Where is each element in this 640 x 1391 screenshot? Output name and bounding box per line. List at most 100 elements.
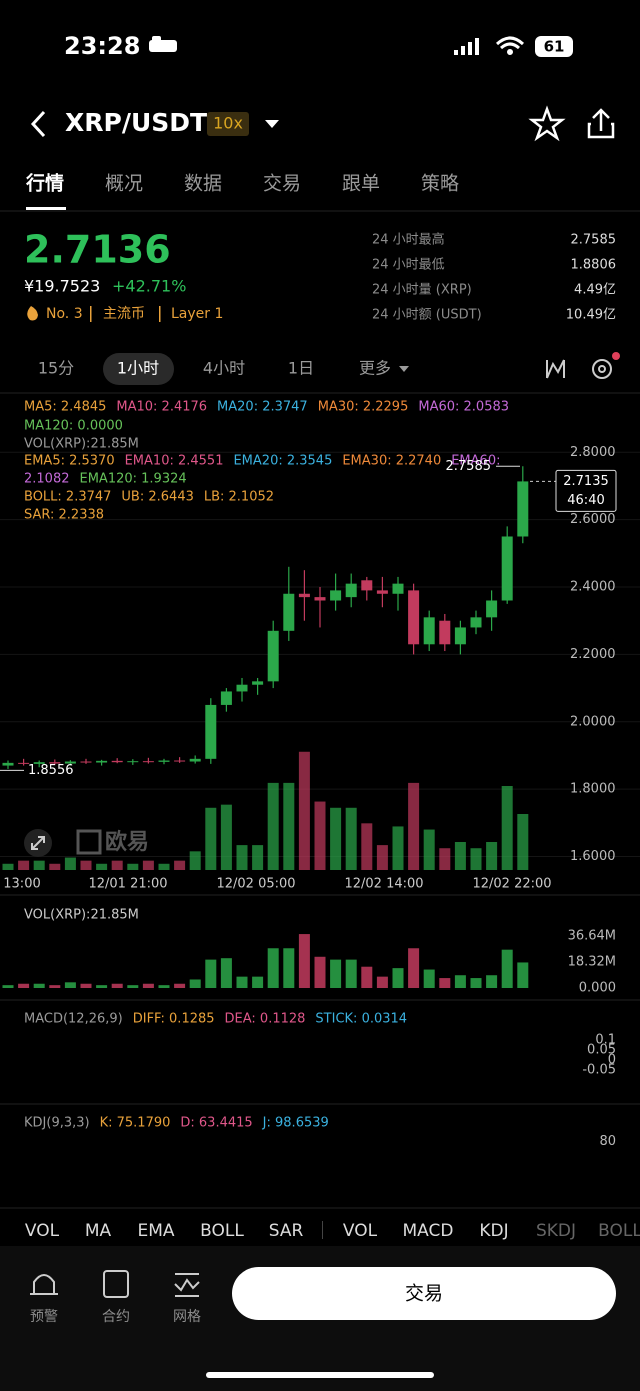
candle-body xyxy=(470,617,482,628)
indicator-value: EMA20: 2.3545 xyxy=(233,454,332,469)
countdown: 46:40 xyxy=(567,493,604,508)
volume-bar xyxy=(205,959,217,988)
more-dropdown[interactable] xyxy=(399,366,409,372)
indicator-tab[interactable]: EMA xyxy=(137,1221,174,1241)
volume-bar xyxy=(33,983,45,988)
indicator-tab[interactable]: KDJ xyxy=(479,1221,508,1241)
volume-bar xyxy=(314,801,326,870)
contract-icon[interactable] xyxy=(103,1270,129,1298)
indicator-tab[interactable]: VOL xyxy=(343,1221,378,1241)
macd-tick-label: 0.05 xyxy=(587,1043,616,1058)
contract-label[interactable]: 合约 xyxy=(102,1309,130,1325)
settings-inner xyxy=(598,365,606,373)
y-tick-label: 2.0000 xyxy=(570,714,616,729)
candle-body xyxy=(33,762,45,764)
volume-bar xyxy=(80,983,92,988)
indicator-value: MA20: 2.3747 xyxy=(217,400,308,415)
indicator-tab[interactable]: MACD xyxy=(403,1221,454,1241)
signal-icon xyxy=(454,38,479,55)
indicator-value: LB: 2.1052 xyxy=(204,490,274,505)
volume-bar xyxy=(33,860,45,870)
tab[interactable]: 概况 xyxy=(105,173,143,195)
volume-bar xyxy=(111,860,123,870)
volume-bar xyxy=(501,949,513,988)
volume-bar xyxy=(486,975,498,988)
leverage: 10x xyxy=(213,114,243,133)
trade-button[interactable] xyxy=(232,1267,616,1320)
candle-body xyxy=(18,762,30,764)
candle-body xyxy=(361,580,373,591)
leverage-badge xyxy=(207,112,249,136)
volume-bar xyxy=(423,829,435,870)
indicator-tab[interactable]: SKDJ xyxy=(536,1221,576,1241)
volume-bar xyxy=(2,985,14,988)
battery xyxy=(535,36,573,57)
indicator-tab[interactable]: BOLL xyxy=(200,1221,244,1241)
indicator-tab[interactable]: SAR xyxy=(269,1221,304,1241)
trade-label[interactable]: 交易 xyxy=(405,1283,443,1305)
volume-bar xyxy=(49,863,61,870)
tab[interactable]: 行情 xyxy=(25,172,64,195)
fullscreen-icon xyxy=(31,836,45,850)
indicator-value: EMA60: xyxy=(451,454,500,469)
candle-body xyxy=(64,761,76,764)
volume-bar xyxy=(49,985,61,988)
indicator-tab[interactable]: VOL xyxy=(25,1221,60,1241)
grid-label[interactable]: 网格 xyxy=(173,1309,201,1325)
indicator-value: EMA30: 2.2740 xyxy=(342,454,441,469)
timeframe[interactable]: 4小时 xyxy=(203,359,245,378)
candle-body xyxy=(236,684,248,692)
tab[interactable]: 跟单 xyxy=(342,173,380,195)
timeframe[interactable]: 15分 xyxy=(38,359,74,378)
timeframe[interactable]: 1小时 xyxy=(117,359,159,378)
candle-body xyxy=(158,760,170,762)
volume-bar xyxy=(454,975,466,988)
pair-dropdown[interactable] xyxy=(265,120,279,128)
alert-label[interactable]: 预警 xyxy=(30,1309,58,1325)
notification-dot xyxy=(612,352,620,360)
alert-button[interactable] xyxy=(30,1274,58,1295)
favorite-button[interactable] xyxy=(528,105,566,142)
indicator-value: BOLL: 2.3747 xyxy=(24,490,111,505)
timeframe[interactable]: 1日 xyxy=(288,359,314,378)
volume-bar xyxy=(64,982,76,988)
candle-body xyxy=(454,627,466,645)
indicator-value: MA30: 2.2295 xyxy=(318,400,409,415)
volume-bar xyxy=(18,860,30,870)
volume-bar xyxy=(470,848,482,870)
indicator-value: EMA5: 2.5370 xyxy=(24,454,115,469)
stat-label: 24 小时最高 xyxy=(372,232,445,248)
y-tick-label: 2.4000 xyxy=(570,580,616,595)
candle-body xyxy=(408,590,420,645)
volume-bar xyxy=(330,807,342,870)
current-price: 2.7135 xyxy=(563,474,609,489)
volume-bar xyxy=(345,959,357,988)
separator xyxy=(90,306,92,322)
indicator-tab[interactable]: MA xyxy=(85,1221,112,1241)
back-button[interactable] xyxy=(30,110,46,138)
indicator-value: SAR: 2.2338 xyxy=(24,508,104,523)
timeframe[interactable]: 更多 xyxy=(359,359,391,378)
candle-body xyxy=(142,761,154,763)
stat-label: 24 小时量 (XRP) xyxy=(372,283,472,298)
tab[interactable]: 交易 xyxy=(263,173,301,195)
volume-bar xyxy=(392,968,404,988)
indicator-value: MA60: 2.0583 xyxy=(418,400,509,415)
indicator-settings[interactable] xyxy=(546,359,565,379)
settings-button[interactable] xyxy=(592,359,612,379)
wifi-dot xyxy=(507,49,513,55)
candle-body xyxy=(423,617,435,645)
tab[interactable]: 数据 xyxy=(184,173,222,195)
grid-icon[interactable] xyxy=(174,1273,200,1297)
macd-tick-label: 0 xyxy=(608,1053,616,1068)
volume-bar xyxy=(376,845,388,870)
volume-bar xyxy=(361,823,373,870)
tab[interactable]: 策略 xyxy=(421,173,459,195)
indicator-value: DEA: 0.1128 xyxy=(225,1012,306,1027)
volume-bar xyxy=(376,976,388,988)
indicator-tab[interactable]: BOLL xyxy=(598,1221,640,1241)
separator xyxy=(322,1221,323,1239)
share-button[interactable] xyxy=(587,108,615,139)
indicator-value: MA5: 2.4845 xyxy=(24,400,106,415)
